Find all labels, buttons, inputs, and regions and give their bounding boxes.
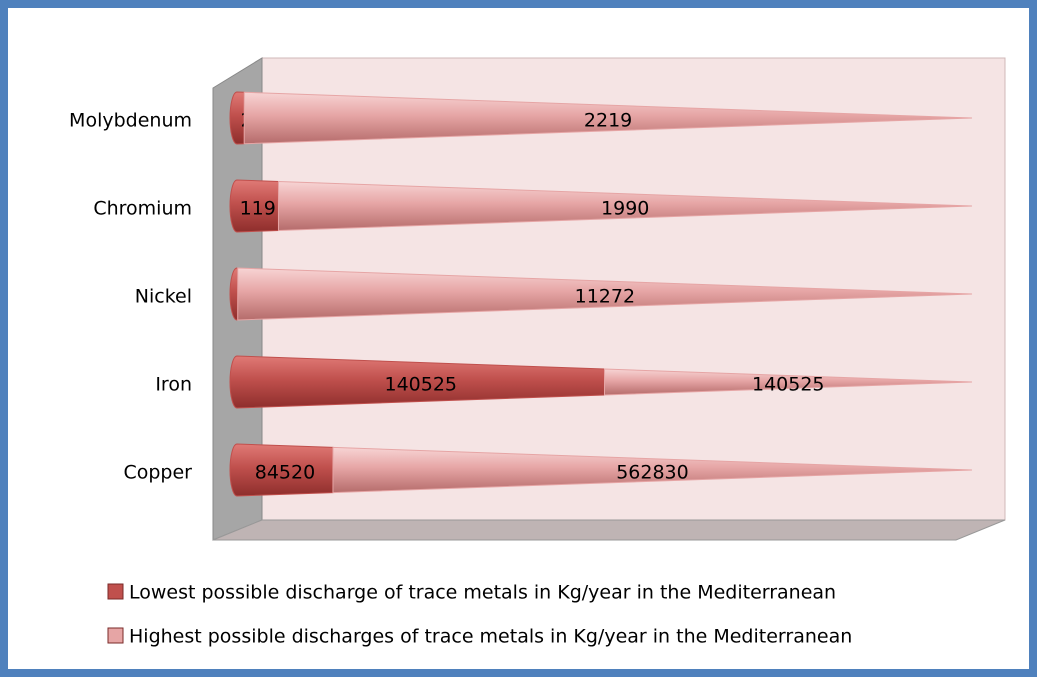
legend-swatch bbox=[107, 583, 124, 600]
data-label: 562830 bbox=[616, 462, 689, 484]
y-tick-label: Chromium bbox=[93, 198, 192, 220]
bar-segment bbox=[229, 443, 334, 497]
data-label: 140525 bbox=[752, 374, 825, 396]
legend-label: Highest possible discharges of trace met… bbox=[129, 626, 852, 648]
legend-label: Lowest possible discharge of trace metal… bbox=[129, 582, 836, 604]
y-tick-label: Molybdenum bbox=[69, 110, 192, 132]
bar-segment bbox=[237, 267, 973, 321]
floor bbox=[212, 519, 1006, 541]
bar-segment bbox=[243, 91, 973, 145]
data-label: 1990 bbox=[601, 198, 649, 220]
bar-segment bbox=[229, 267, 239, 321]
y-tick-label: Iron bbox=[155, 374, 192, 396]
bar-segment bbox=[229, 91, 245, 145]
bar-segment bbox=[229, 179, 279, 233]
bar-segment bbox=[229, 355, 605, 409]
data-label: 2219 bbox=[584, 110, 632, 132]
data-label: 84520 bbox=[255, 462, 315, 484]
y-tick-label: Nickel bbox=[135, 286, 192, 308]
bar-segment bbox=[332, 446, 973, 494]
data-label: 11272 bbox=[575, 286, 635, 308]
bar-segment bbox=[277, 180, 973, 232]
bar-segment bbox=[604, 368, 973, 396]
data-label: 119 bbox=[240, 198, 276, 220]
y-tick-label: Copper bbox=[123, 462, 192, 484]
legend-swatch bbox=[107, 627, 124, 644]
data-label: 140525 bbox=[384, 374, 457, 396]
